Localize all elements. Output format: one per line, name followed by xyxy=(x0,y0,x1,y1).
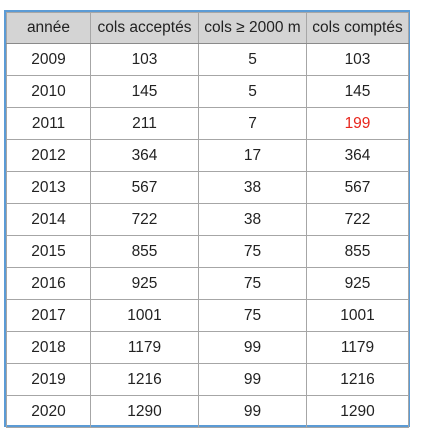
cell-cols-2000m: 99 xyxy=(198,395,307,428)
cell-cols-2000m: 17 xyxy=(198,139,307,172)
cell-cols-2000m: 38 xyxy=(198,171,307,204)
cell-cols-acceptes: 925 xyxy=(90,267,199,300)
cell-cols-acceptes: 211 xyxy=(90,107,199,140)
cell-cols-comptes: 855 xyxy=(306,235,409,268)
cell-cols-comptes: 103 xyxy=(306,43,409,76)
cell-annee: 2020 xyxy=(6,395,91,428)
cell-cols-2000m: 99 xyxy=(198,363,307,396)
cell-cols-2000m: 5 xyxy=(198,43,307,76)
cell-cols-comptes: 925 xyxy=(306,267,409,300)
cell-annee: 2017 xyxy=(6,299,91,332)
table-row: 2013 567 38 567 xyxy=(6,171,409,204)
cell-cols-acceptes: 1001 xyxy=(90,299,199,332)
header-annee: année xyxy=(6,12,91,44)
table-row: 2017 1001 75 1001 xyxy=(6,299,409,332)
cell-cols-comptes: 1290 xyxy=(306,395,409,428)
cell-cols-acceptes: 722 xyxy=(90,203,199,236)
cell-annee: 2011 xyxy=(6,107,91,140)
cell-cols-2000m: 75 xyxy=(198,267,307,300)
cell-cols-acceptes: 1290 xyxy=(90,395,199,428)
cell-cols-comptes: 364 xyxy=(306,139,409,172)
cell-cols-acceptes: 1179 xyxy=(90,331,199,364)
cell-cols-acceptes: 1216 xyxy=(90,363,199,396)
cell-cols-2000m: 38 xyxy=(198,203,307,236)
cell-cols-comptes: 1179 xyxy=(306,331,409,364)
header-cols-acceptes: cols acceptés xyxy=(90,12,199,44)
cell-cols-comptes: 1216 xyxy=(306,363,409,396)
cell-annee: 2014 xyxy=(6,203,91,236)
cell-cols-acceptes: 567 xyxy=(90,171,199,204)
cell-annee: 2012 xyxy=(6,139,91,172)
cols-table-container: année cols acceptés cols ≥ 2000 m cols c… xyxy=(4,10,410,428)
cell-cols-2000m: 75 xyxy=(198,235,307,268)
table-row: 2016 925 75 925 xyxy=(6,267,409,300)
table-row: 2009 103 5 103 xyxy=(6,43,409,76)
table-row: 2010 145 5 145 xyxy=(6,75,409,108)
cell-cols-acceptes: 364 xyxy=(90,139,199,172)
cell-annee: 2010 xyxy=(6,75,91,108)
table-row: 2020 1290 99 1290 xyxy=(6,395,409,428)
table-row: 2014 722 38 722 xyxy=(6,203,409,236)
cell-cols-2000m: 99 xyxy=(198,331,307,364)
cell-cols-comptes: 1001 xyxy=(306,299,409,332)
table-row: 2019 1216 99 1216 xyxy=(6,363,409,396)
cell-cols-acceptes: 103 xyxy=(90,43,199,76)
cell-cols-comptes: 722 xyxy=(306,203,409,236)
cell-annee: 2016 xyxy=(6,267,91,300)
cell-annee: 2013 xyxy=(6,171,91,204)
table-row: 2012 364 17 364 xyxy=(6,139,409,172)
cell-cols-2000m: 5 xyxy=(198,75,307,108)
cols-table: année cols acceptés cols ≥ 2000 m cols c… xyxy=(6,12,409,428)
table-header-row: année cols acceptés cols ≥ 2000 m cols c… xyxy=(6,12,409,44)
header-cols-2000m: cols ≥ 2000 m xyxy=(198,12,307,44)
cell-cols-acceptes: 145 xyxy=(90,75,199,108)
cell-cols-acceptes: 855 xyxy=(90,235,199,268)
table-row: 2011 211 7 199 xyxy=(6,107,409,140)
cell-annee: 2018 xyxy=(6,331,91,364)
table-row: 2015 855 75 855 xyxy=(6,235,409,268)
cell-cols-2000m: 75 xyxy=(198,299,307,332)
cell-annee: 2015 xyxy=(6,235,91,268)
header-cols-comptes: cols comptés xyxy=(306,12,409,44)
cell-cols-comptes: 199 xyxy=(306,107,409,140)
cell-annee: 2009 xyxy=(6,43,91,76)
cell-cols-2000m: 7 xyxy=(198,107,307,140)
table-row: 2018 1179 99 1179 xyxy=(6,331,409,364)
cell-cols-comptes: 567 xyxy=(306,171,409,204)
cell-cols-comptes: 145 xyxy=(306,75,409,108)
cell-annee: 2019 xyxy=(6,363,91,396)
